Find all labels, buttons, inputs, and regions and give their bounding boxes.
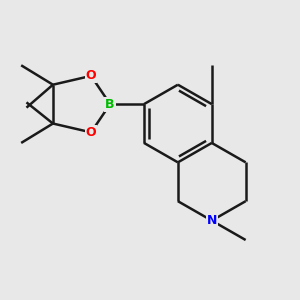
Text: N: N — [207, 214, 217, 227]
Text: O: O — [86, 126, 96, 139]
Text: O: O — [86, 69, 96, 82]
Text: B: B — [105, 98, 115, 111]
